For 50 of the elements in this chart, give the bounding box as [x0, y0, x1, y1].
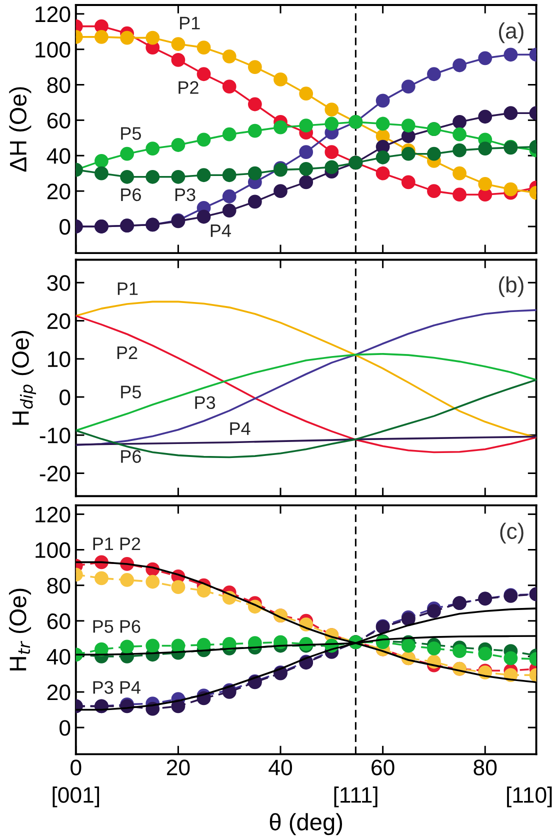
y-tick-label: 20: [47, 313, 70, 330]
y-tick-label: 100: [36, 42, 70, 58]
y-tick-label: 60: [47, 112, 70, 128]
annotation: P5 P6: [93, 620, 140, 633]
x-tick-label: 0: [70, 760, 82, 776]
annotation: P4: [230, 422, 250, 435]
annotation: P5: [121, 127, 141, 140]
y-tick-label: 0: [60, 390, 70, 406]
annotation: P4: [210, 224, 231, 237]
annotation: P2: [117, 346, 138, 359]
y-tick-label: 60: [47, 613, 70, 630]
annotation: P1: [180, 16, 200, 30]
annotation: P6: [121, 450, 141, 463]
text: [001]: [52, 786, 100, 808]
annotation: P2: [178, 81, 198, 94]
x-tick-label: 40: [268, 760, 292, 776]
annotation: (a): [498, 22, 524, 44]
text: [110]: [507, 786, 552, 808]
y-axis-title: H$_{tr}$ (Oe): [8, 588, 31, 670]
y-tick-label: 0: [60, 219, 70, 235]
y-tick-label: 120: [36, 6, 70, 22]
annotation: (b): [498, 276, 524, 298]
y-tick-label: 80: [47, 77, 70, 94]
text: [111]: [334, 786, 378, 808]
x-tick-label: 20: [166, 760, 190, 776]
annotation: (c): [500, 522, 524, 544]
y-tick-label: 20: [47, 684, 70, 700]
y-tick-label: 0: [60, 720, 70, 736]
y-tick-label: 80: [47, 578, 70, 594]
x-axis-title: θ (deg): [270, 813, 342, 836]
y-tick-label: -20: [40, 466, 70, 482]
y-tick-label: 40: [46, 148, 70, 164]
annotation: P3 P4: [93, 681, 140, 694]
y-axis-title: H$_{dip}$ (Oe): [12, 330, 36, 425]
y-tick-label: 100: [36, 542, 70, 558]
x-tick-label: 60: [372, 760, 394, 776]
annotation: P1: [118, 282, 138, 295]
y-axis-title: ΔH (Oe): [9, 87, 32, 172]
annotation: P1 P2: [93, 537, 140, 550]
annotation: P5: [121, 386, 141, 398]
y-tick-label: 20: [47, 184, 70, 200]
y-tick-label: 120: [36, 506, 70, 522]
annotation: P6: [121, 188, 141, 202]
y-tick-label: -10: [40, 428, 70, 444]
y-tick-label: 30: [47, 275, 70, 291]
y-tick-label: 10: [48, 351, 70, 368]
annotation: P3: [175, 188, 196, 202]
x-tick-label: 80: [474, 760, 497, 776]
y-tick-label: 40: [46, 648, 70, 665]
annotation: P3: [195, 396, 216, 410]
